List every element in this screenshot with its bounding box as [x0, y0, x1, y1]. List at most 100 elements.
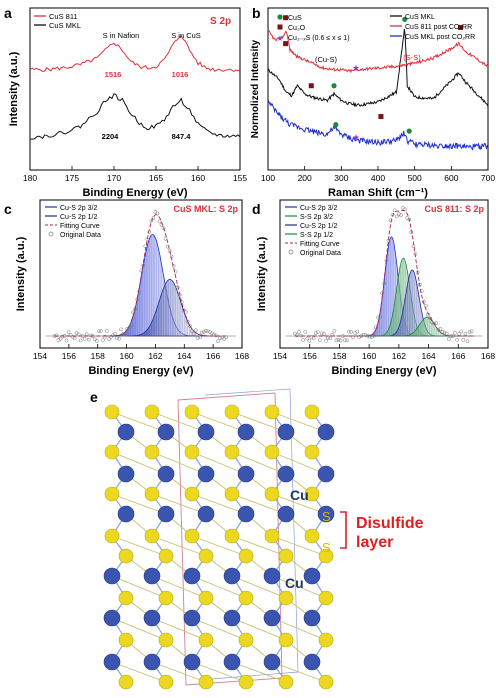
- panel-d-data-point: [390, 212, 395, 217]
- panel-c-data-point: [224, 335, 228, 339]
- panel-d-title: CuS 811: S 2p: [424, 204, 484, 214]
- atom-s: [104, 486, 120, 502]
- panel-d-data-point: [342, 338, 347, 343]
- unit-cell-back: [204, 388, 299, 680]
- atom-cu: [143, 567, 161, 585]
- panel-c-data-point: [212, 332, 216, 337]
- bond: [111, 661, 167, 683]
- atom-s: [318, 632, 334, 648]
- panel-c-legend-label-0: Cu-S 2p 3/2: [60, 205, 97, 212]
- panel-b-ylabel: Normolized Intensity: [250, 39, 261, 138]
- panel-c-xtick-label-3: 160: [119, 351, 133, 361]
- panel-c-data-point: [165, 244, 170, 249]
- annotation-1016: 1016: [172, 70, 189, 79]
- bond: [231, 493, 287, 515]
- marker-cu2o-1-2: [308, 83, 314, 89]
- atom-cu: [117, 465, 135, 483]
- panel-c-xlabel: Binding Energy (eV): [88, 365, 193, 377]
- disulfide-label-line1: Disulfide: [356, 515, 424, 532]
- panel-d-data-point: [326, 335, 330, 340]
- panel-letter-e: e: [90, 389, 98, 405]
- atom-s: [304, 444, 320, 460]
- atom-cu: [277, 505, 295, 523]
- atom-s: [144, 444, 160, 460]
- panel-d-data-point: [315, 330, 320, 334]
- panel-d-data-point: [451, 334, 455, 338]
- atom-s: [278, 590, 294, 606]
- panel-b-xtick-label-3: 400: [371, 173, 385, 183]
- panel-c-data-point: [210, 331, 214, 336]
- bond: [111, 493, 167, 515]
- crystal-structure: [103, 388, 335, 690]
- panel-c-data-point: [149, 218, 154, 223]
- atom-cu: [197, 505, 215, 523]
- panel-c-xtick-label-4: 162: [148, 351, 162, 361]
- panel-d-xtick-label-6: 166: [451, 351, 465, 361]
- panel-d-data-point: [403, 207, 407, 212]
- panel-d-data-point: [426, 312, 430, 317]
- panel-d-data-point: [376, 315, 380, 320]
- panel-d-data-point: [355, 329, 360, 334]
- panel-d-data-point: [440, 329, 445, 334]
- panel-c-data-point: [123, 332, 127, 337]
- panel-d-data-point: [334, 338, 339, 343]
- bond: [191, 451, 247, 475]
- panel-c: c 154 156 158 160 162 164 166 168 Intensity (a.…: [4, 199, 249, 377]
- bond: [111, 451, 167, 475]
- panel-d-data-point: [457, 332, 462, 336]
- legend-label-cusmkl: CuS MKL: [49, 21, 81, 30]
- panel-d-data-point: [347, 329, 351, 334]
- atom-s: [318, 674, 334, 690]
- marker-cus-3-1: [406, 128, 412, 134]
- panel-b-xtick-label-1: 200: [298, 173, 312, 183]
- panel-a-xtick-label-1: 175: [65, 173, 79, 183]
- atom-cu: [303, 609, 321, 627]
- atom-s: [184, 404, 200, 420]
- atom-s: [104, 528, 120, 544]
- panel-d-data-point: [413, 252, 418, 256]
- panel-c-data-point: [66, 330, 71, 334]
- atom-cu: [183, 609, 201, 627]
- panel-d-xtick-label-1: 156: [303, 351, 317, 361]
- panel-d-data-point: [359, 334, 364, 338]
- panel-d-data-point: [459, 329, 464, 334]
- panel-d-data-point: [313, 331, 318, 335]
- panel-b-xtick-label-0: 100: [261, 173, 275, 183]
- panel-c-xtick-label-1: 156: [62, 351, 76, 361]
- atom-cu: [103, 609, 121, 627]
- panel-b-xlabel: Raman Shift (cm⁻¹): [328, 187, 428, 199]
- panel-d-data-point: [455, 337, 459, 342]
- panel-c-data-point: [78, 338, 83, 343]
- panel-b-series-811post: [267, 29, 489, 74]
- panel-d-data-point: [419, 289, 424, 294]
- panel-e: e Cu Cu S S Disulfide layer: [90, 388, 424, 690]
- panel-d-data-point: [324, 338, 328, 343]
- bond: [111, 617, 167, 641]
- panel-d-data-point: [297, 330, 301, 334]
- panel-c-data-point: [107, 337, 111, 342]
- atom-cu: [263, 653, 281, 671]
- bond: [111, 575, 167, 599]
- bond: [191, 493, 247, 515]
- atom-cu: [117, 505, 135, 523]
- panel-d-data-point: [449, 334, 453, 338]
- legend-label-b-mkl: CuS MKL: [405, 14, 435, 21]
- atom-s: [198, 674, 214, 690]
- panel-c-data-point: [159, 222, 164, 227]
- bond: [231, 617, 287, 641]
- bond: [151, 411, 207, 433]
- bond: [191, 535, 247, 557]
- panel-c-xtick-label-2: 158: [91, 351, 105, 361]
- panel-letter-b: b: [252, 5, 261, 21]
- panel-a-xtick-label-2: 170: [107, 173, 121, 183]
- atom-s: [264, 444, 280, 460]
- annotation-s-in-nafion: S in Nafion: [103, 31, 140, 40]
- panel-d-data-point: [388, 218, 393, 223]
- atom-s: [238, 548, 254, 564]
- label-s-upper: S: [322, 509, 331, 524]
- marker-cus-3-0: [333, 122, 339, 128]
- panel-c-data-point: [86, 337, 91, 342]
- marker-cu2o-1-4: [458, 24, 463, 30]
- atom-cu: [277, 423, 295, 441]
